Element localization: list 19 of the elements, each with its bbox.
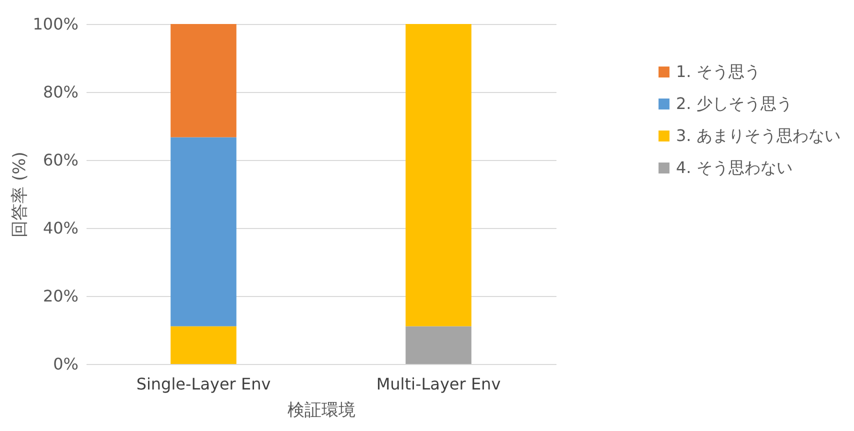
y-tick-label: 100% (32, 14, 78, 34)
x-tick-label: Single-Layer Env (136, 374, 271, 394)
bar (406, 24, 472, 326)
y-axis-title: 回答率 (%) (10, 152, 30, 238)
bar (170, 326, 236, 364)
legend-label: 1. そう思う (676, 62, 760, 81)
bar (170, 137, 236, 326)
x-axis-title: 検証環境 (288, 400, 356, 420)
bar (406, 326, 472, 364)
y-tick-label: 0% (53, 354, 78, 374)
y-tick-label: 40% (42, 218, 78, 238)
y-tick-label: 80% (42, 82, 78, 102)
x-tick-label: Multi-Layer Env (376, 374, 501, 394)
legend-label: 3. あまりそう思わない (676, 126, 840, 145)
legend-label: 2. 少しそう思う (676, 94, 792, 113)
legend-label: 4. そう思わない (676, 158, 792, 177)
bar (170, 24, 236, 138)
y-tick-label: 60% (42, 150, 78, 170)
y-tick-label: 20% (42, 286, 78, 306)
